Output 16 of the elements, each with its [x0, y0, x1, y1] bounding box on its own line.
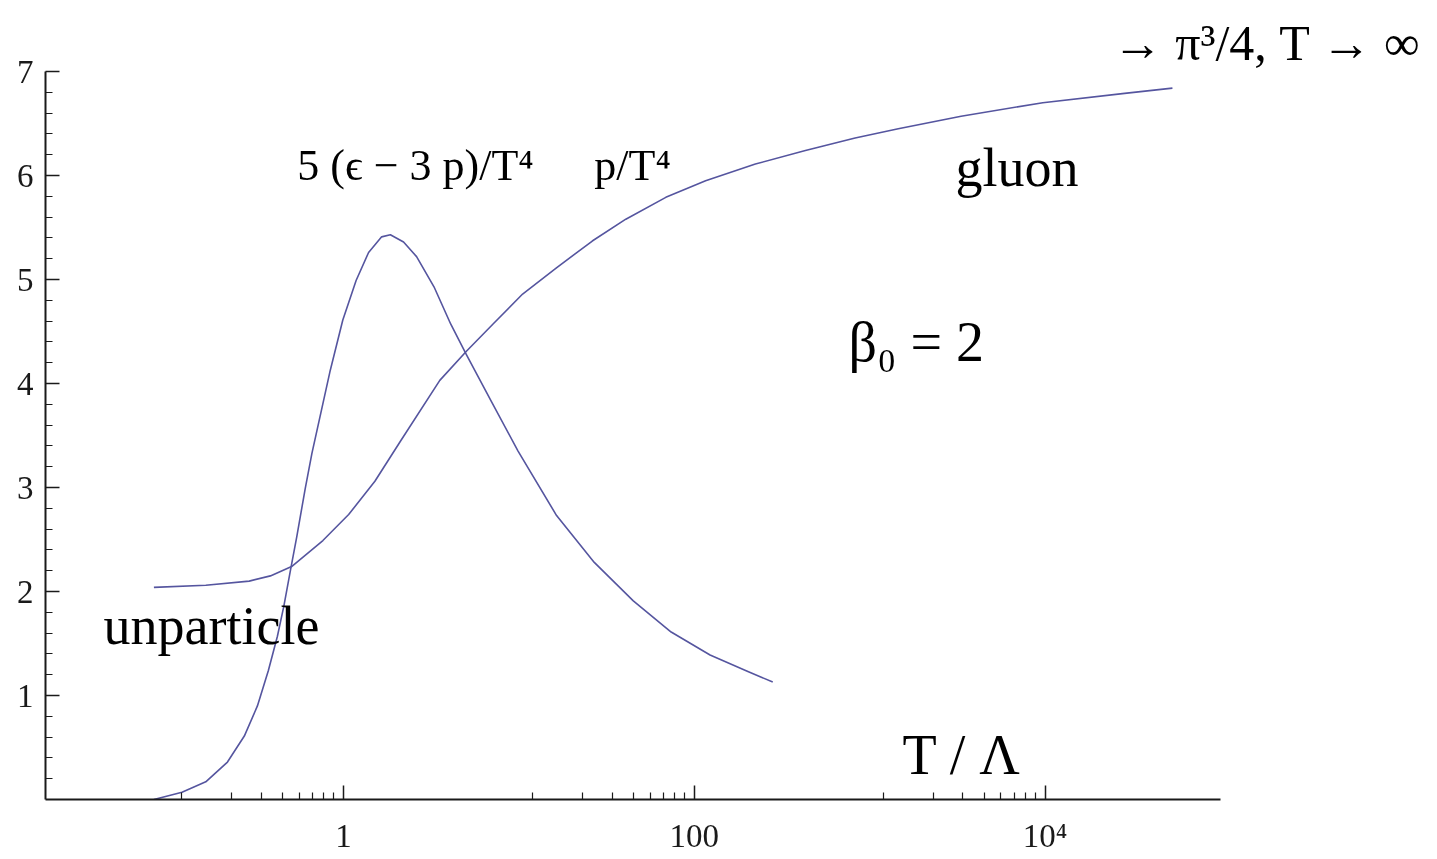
annotation: β₀ = 2	[848, 310, 985, 373]
x-axis-title: T / Λ	[902, 723, 1021, 786]
annotation: gluon	[955, 137, 1079, 198]
x-tick-label: 100	[669, 817, 720, 854]
x-tick-label: 10⁴	[1022, 817, 1068, 854]
y-tick-label: 3	[17, 469, 34, 506]
y-tick-label: 4	[17, 365, 34, 402]
y-tick-label: 5	[17, 261, 34, 298]
y-tick-label: 6	[17, 157, 34, 194]
text: → π³/4, T → ∞	[1112, 14, 1420, 71]
series-label: p/T⁴	[594, 141, 671, 190]
y-tick-label: 1	[17, 677, 34, 714]
series-label: 5 (ϵ − 3 p)/T⁴	[297, 141, 534, 190]
y-tick-label: 7	[17, 53, 34, 90]
y-tick-label: 2	[17, 573, 34, 610]
x-tick-label: 1	[335, 817, 352, 854]
